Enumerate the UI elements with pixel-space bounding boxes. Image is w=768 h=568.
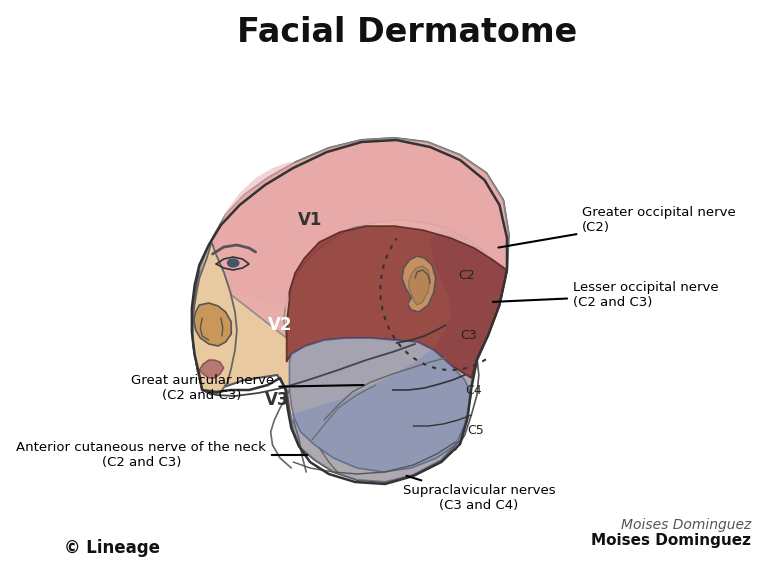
Polygon shape	[286, 226, 507, 378]
Text: Anterior cutaneous nerve of the neck
(C2 and C3): Anterior cutaneous nerve of the neck (C2…	[16, 441, 307, 469]
Text: V1: V1	[298, 211, 323, 229]
Polygon shape	[200, 138, 509, 338]
Text: Facial Dermatome: Facial Dermatome	[237, 15, 578, 48]
Polygon shape	[194, 303, 231, 346]
Text: Great auricular nerve
(C2 and C3): Great auricular nerve (C2 and C3)	[131, 374, 363, 402]
Polygon shape	[193, 242, 237, 395]
Polygon shape	[409, 266, 430, 305]
Text: V2: V2	[268, 316, 293, 334]
Text: V3: V3	[265, 391, 290, 409]
Text: C5: C5	[468, 424, 485, 436]
Ellipse shape	[227, 259, 239, 267]
Text: Greater occipital nerve
(C2): Greater occipital nerve (C2)	[498, 206, 736, 248]
Text: C2: C2	[458, 269, 475, 282]
Polygon shape	[193, 138, 509, 482]
Polygon shape	[211, 140, 507, 308]
Polygon shape	[211, 162, 308, 242]
Polygon shape	[290, 228, 507, 482]
Text: C4: C4	[465, 383, 482, 396]
Text: © Lineage: © Lineage	[65, 539, 161, 557]
Polygon shape	[290, 338, 472, 472]
Text: Moises Dominguez: Moises Dominguez	[591, 533, 751, 548]
Text: C3: C3	[460, 328, 477, 341]
Text: Supraclavicular nerves
(C3 and C4): Supraclavicular nerves (C3 and C4)	[402, 476, 555, 512]
Polygon shape	[402, 256, 435, 312]
Text: Lesser occipital nerve
(C2 and C3): Lesser occipital nerve (C2 and C3)	[493, 281, 718, 309]
Polygon shape	[200, 360, 223, 378]
Text: Moises Dominguez: Moises Dominguez	[621, 518, 751, 532]
